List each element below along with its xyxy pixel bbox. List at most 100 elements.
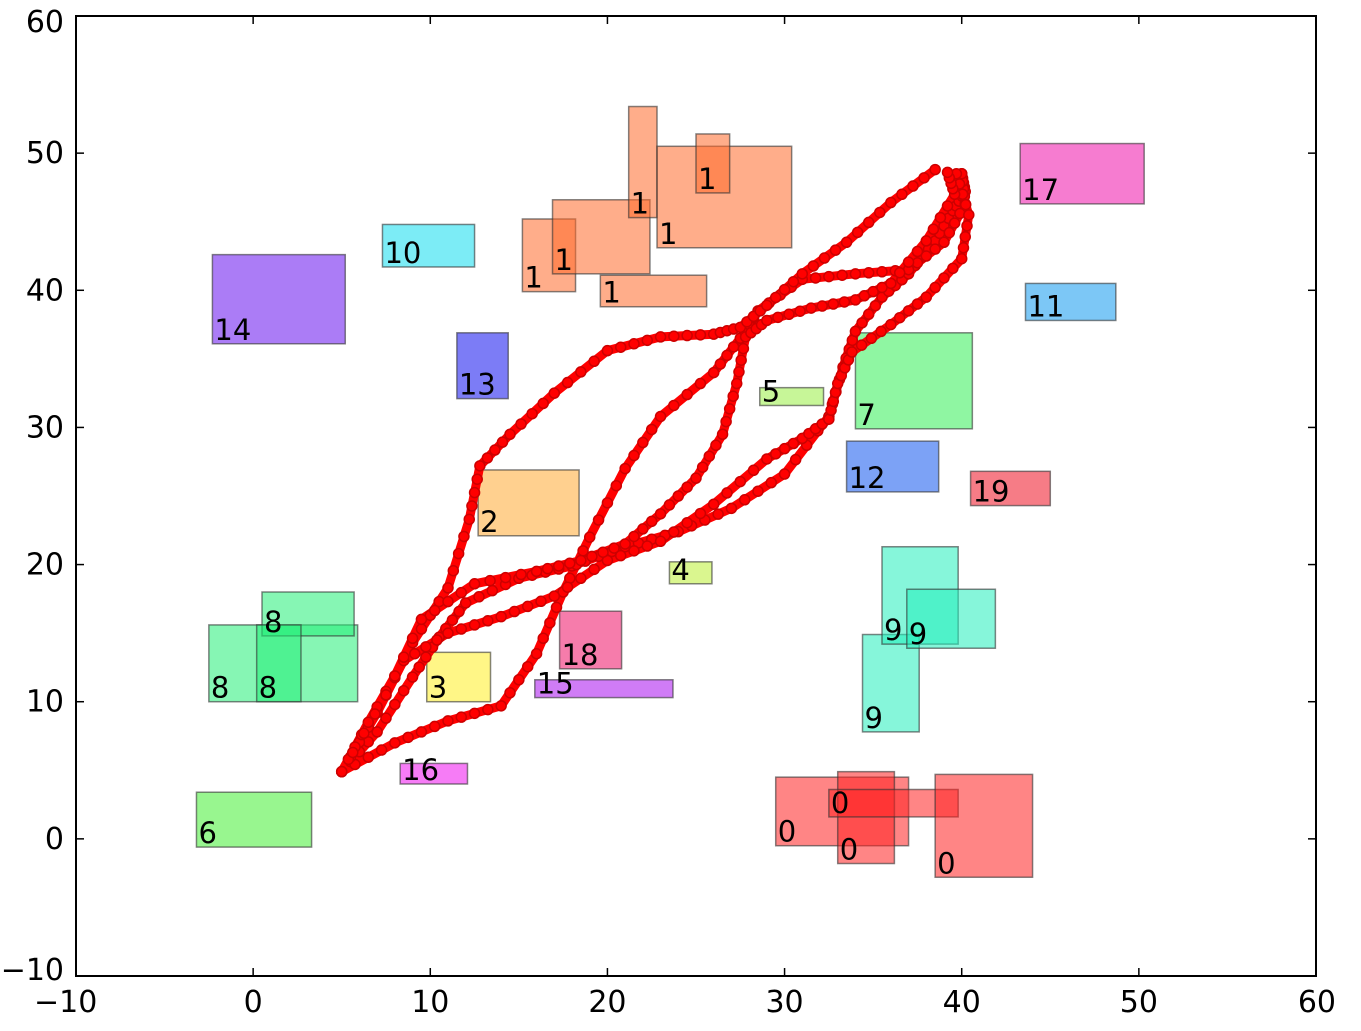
path-0-point-9-0 [725,502,738,515]
path-3-point-3-3 [482,615,494,627]
path-1-point-8-1 [668,399,680,412]
path-1-point-3-3 [521,660,534,673]
path-1-point-13-0 [849,268,862,280]
path-4-point-15-3 [911,245,924,258]
path-0-point-9-3 [765,476,778,489]
path-4-point-9-3 [727,390,739,402]
path-3-point-14-1 [893,311,906,324]
rect-18-30 [558,610,623,670]
rect-label-1-8: 1 [659,217,677,251]
path-3-point-17-0 [963,209,975,221]
path-2-point-14-2 [862,216,875,229]
path-2-point-15-3 [918,172,930,184]
path-4-point-5-2 [597,546,609,558]
path-1-point-14-2 [920,250,933,262]
path-3-point-14-3 [911,298,924,310]
path-1-point-1-2 [415,726,428,738]
y-tick-label-6: 50 [26,136,64,171]
path-2-point-5-0 [474,460,486,472]
path-1-point-3-2 [513,674,525,686]
path-2-point-9-1 [668,330,680,342]
path-2-point-3-1 [447,564,460,577]
path-4-point-8-2 [703,450,716,462]
y-tick-label-0: −10 [1,953,64,988]
path-2-point-15-0 [885,196,897,209]
path-4-point-9-0 [716,428,729,441]
path-0-point-1-3 [397,684,410,697]
path-3-point-13-3 [875,325,887,338]
path-2-point-14-1 [851,226,864,239]
path-2-point-2-1 [415,623,428,635]
x-tick-label-2: 10 [411,985,449,1020]
rect-3-11 [425,651,492,703]
path-2-point-4-2 [468,486,481,499]
rect-1-6 [599,274,708,308]
path-0-point-13-2 [862,308,875,321]
path-2-point-12-2 [778,283,791,296]
path-0-point-4-2 [486,584,499,597]
path-3-point-5-2 [575,572,587,585]
rect-label-8-17: 8 [264,605,282,639]
path-4-point-5-3 [608,542,620,554]
path-4-point-16-0 [920,235,933,247]
path-2-point-13-0 [796,268,809,280]
path-2-point-8-2 [628,338,640,350]
path-4-point-0-3 [369,708,381,720]
path-2-point-13-1 [807,260,820,272]
path-2-point-4-3 [471,473,483,485]
x-tick-label-7: 60 [1298,985,1336,1020]
path-1-point-9-2 [721,349,733,362]
path-3-point-7-2 [681,516,693,529]
path-0-point-10-0 [778,468,791,480]
path-4-point-0-1 [347,746,359,759]
path-4-point-10-1 [733,366,745,378]
rect-10-22 [381,223,476,268]
path-0-point-3-2 [446,614,459,626]
path-2-point-8-0 [601,344,614,357]
path-4-point-16-2 [934,211,947,224]
rect-label-0-1: 0 [840,833,858,867]
rect-label-19-31: 19 [973,475,1010,509]
path-0-point-3-3 [453,605,465,618]
path-1-point-12-1 [809,272,822,284]
path-4-point-4-1 [541,562,554,575]
path-3-point-15-2 [938,272,950,284]
path-2-point-3-3 [458,530,470,543]
path-3-point-14-2 [902,305,915,317]
path-1-point-12-2 [823,270,835,283]
rect-label-18-30: 18 [562,638,599,672]
path-2-point-7-3 [588,355,600,368]
y-tick-label-2: 10 [26,685,64,720]
path-3-point-8-3 [747,464,760,477]
path-2-point-4-0 [463,513,476,526]
path-2-point-9-3 [694,329,707,341]
rect-8-18 [255,624,302,703]
path-4-point-3-1 [484,574,496,587]
path-4-point-5-1 [586,550,598,563]
path-0-point-13-0 [849,325,862,338]
path-0-point-2-0 [406,671,419,683]
rect-label-13-25: 13 [459,368,496,402]
path-1-point-15-0 [938,236,950,249]
path-0-point-9-2 [752,485,764,497]
path-3-point-4-3 [535,595,547,608]
path-4-point-15-1 [893,267,906,279]
path-4-point-7-2 [672,490,685,502]
rect-6-14 [195,791,313,848]
path-1-point-9-0 [707,366,720,379]
y-tick-label-4: 30 [26,410,64,445]
path-3-point-4-1 [508,605,521,618]
path-3-point-2-1 [409,647,421,660]
rect-19-31 [969,470,1052,507]
path-4-point-16-3 [941,200,954,212]
path-1-point-9-1 [714,358,727,370]
path-2-point-14-0 [840,236,853,249]
path-2-point-13-3 [829,244,842,256]
path-0-point-8-3 [712,508,724,520]
x-tick-label-0: −10 [34,985,97,1020]
path-0-point-4-1 [473,591,485,603]
path-4-point-0-2 [358,727,370,740]
path-3-point-2-2 [420,641,432,653]
y-tick-label-5: 40 [26,273,64,308]
